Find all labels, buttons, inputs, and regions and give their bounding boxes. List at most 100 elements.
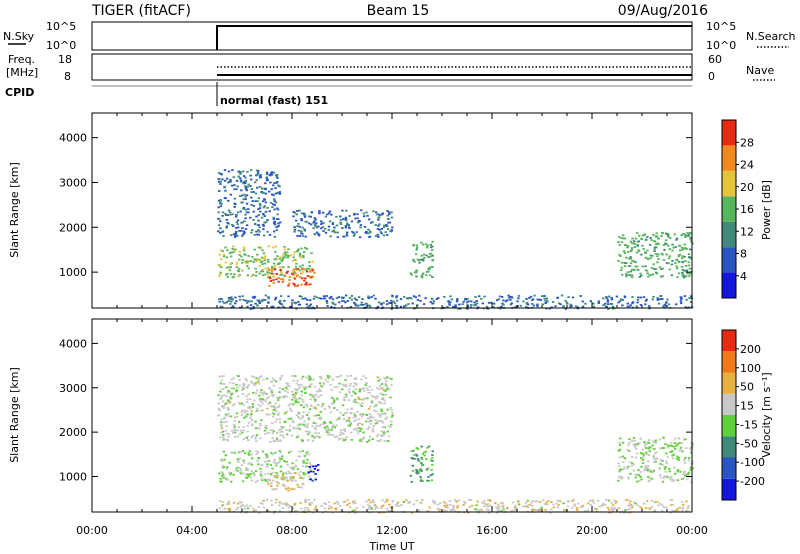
velocity-cell bbox=[549, 511, 552, 514]
velocity-cell bbox=[291, 390, 294, 393]
velocity-cell bbox=[290, 418, 293, 420]
velocity-cell bbox=[354, 393, 357, 396]
power-cell bbox=[684, 234, 688, 237]
velocity-cell bbox=[229, 387, 233, 390]
power-cell bbox=[345, 233, 349, 236]
power-cell bbox=[429, 246, 433, 249]
power-cell bbox=[268, 210, 271, 213]
power-cell bbox=[246, 170, 249, 173]
power-cell bbox=[297, 223, 300, 225]
velocity-cell bbox=[226, 401, 229, 404]
power-cell bbox=[636, 301, 639, 304]
power-cell bbox=[645, 269, 649, 272]
power-cell bbox=[431, 266, 434, 268]
power-cell bbox=[516, 300, 519, 303]
velocity-cell bbox=[292, 476, 295, 478]
velocity-cell bbox=[229, 415, 233, 418]
velocity-cell bbox=[302, 472, 305, 474]
velocity-cell bbox=[247, 452, 250, 455]
velocity-cell bbox=[305, 376, 308, 379]
power-cell bbox=[605, 297, 608, 300]
velocity-cell bbox=[227, 408, 231, 411]
power-cell bbox=[385, 224, 388, 227]
velocity-cell bbox=[284, 485, 287, 488]
velocity-cell bbox=[300, 390, 303, 393]
velocity-cell bbox=[327, 501, 331, 503]
velocity-cell bbox=[298, 486, 301, 488]
power-cell bbox=[677, 255, 681, 258]
velocity-cell bbox=[682, 477, 685, 480]
velocity-cell bbox=[367, 407, 371, 410]
power-cell bbox=[257, 170, 260, 172]
velocity-cell bbox=[427, 445, 431, 448]
power-cell bbox=[285, 254, 288, 257]
velocity-cell bbox=[652, 456, 655, 458]
power-cell bbox=[618, 236, 621, 238]
velocity-cell bbox=[308, 384, 312, 387]
velocity-cell bbox=[678, 442, 681, 444]
power-cell bbox=[684, 306, 687, 309]
velocity-cell bbox=[602, 503, 605, 506]
power-cell bbox=[352, 231, 355, 234]
velocity-cell bbox=[240, 464, 244, 467]
power-cell bbox=[223, 169, 227, 171]
velocity-cell bbox=[500, 502, 503, 504]
velocity-cell bbox=[307, 411, 310, 414]
power-cell bbox=[306, 275, 310, 277]
velocity-cell bbox=[623, 511, 626, 514]
velocity-cell bbox=[300, 477, 304, 479]
velocity-cell bbox=[629, 500, 632, 503]
velocity-cell bbox=[268, 387, 271, 390]
velocity-cell bbox=[354, 415, 358, 418]
velocity-cell bbox=[671, 457, 675, 460]
velocity-cell bbox=[271, 437, 274, 439]
velocity-cell bbox=[232, 473, 235, 476]
power-cell bbox=[687, 264, 691, 267]
velocity-cell bbox=[304, 498, 307, 501]
power-cell bbox=[416, 246, 419, 249]
velocity-cell bbox=[452, 507, 455, 510]
power-cell bbox=[279, 256, 282, 259]
velocity-cell bbox=[236, 502, 240, 505]
velocity-cell bbox=[419, 480, 423, 482]
power-cell bbox=[305, 270, 309, 273]
velocity-cell bbox=[309, 404, 313, 407]
velocity-cell bbox=[655, 451, 658, 454]
velocity-cell bbox=[530, 501, 533, 504]
power-cell bbox=[660, 268, 663, 270]
power-cell bbox=[308, 305, 311, 307]
power-cell bbox=[636, 299, 640, 301]
velocity-cell bbox=[595, 507, 598, 510]
power-cell bbox=[230, 234, 233, 236]
power-cell bbox=[312, 227, 315, 230]
velocity-cell bbox=[342, 398, 345, 401]
velocity-cell bbox=[270, 389, 274, 392]
velocity-cell bbox=[269, 464, 273, 466]
velocity-cell bbox=[268, 479, 271, 481]
velocity-cell bbox=[265, 377, 269, 380]
power-cell bbox=[241, 259, 244, 261]
velocity-cell bbox=[241, 393, 245, 395]
power-cell bbox=[309, 276, 312, 279]
velocity-cell bbox=[500, 510, 503, 512]
power-cell bbox=[266, 267, 270, 269]
velocity-cell bbox=[217, 394, 220, 397]
power-cell bbox=[273, 235, 276, 238]
power-cell bbox=[378, 223, 381, 226]
velocity-cell bbox=[272, 377, 275, 380]
velocity-cell bbox=[254, 427, 258, 430]
velocity-cell bbox=[353, 382, 356, 384]
velocity-cell bbox=[333, 502, 336, 505]
velocity-cell bbox=[260, 389, 263, 391]
power-cell bbox=[422, 259, 425, 262]
velocity-cell bbox=[634, 456, 638, 459]
velocity-cell bbox=[641, 452, 644, 455]
velocity-cell bbox=[581, 505, 585, 508]
power-cell bbox=[687, 261, 690, 264]
power-cell bbox=[303, 229, 306, 232]
velocity-cell bbox=[314, 407, 318, 410]
velocity-cell bbox=[354, 511, 357, 514]
velocity-cell bbox=[617, 507, 621, 509]
velocity-cell bbox=[556, 506, 559, 509]
power-cell bbox=[218, 275, 221, 278]
